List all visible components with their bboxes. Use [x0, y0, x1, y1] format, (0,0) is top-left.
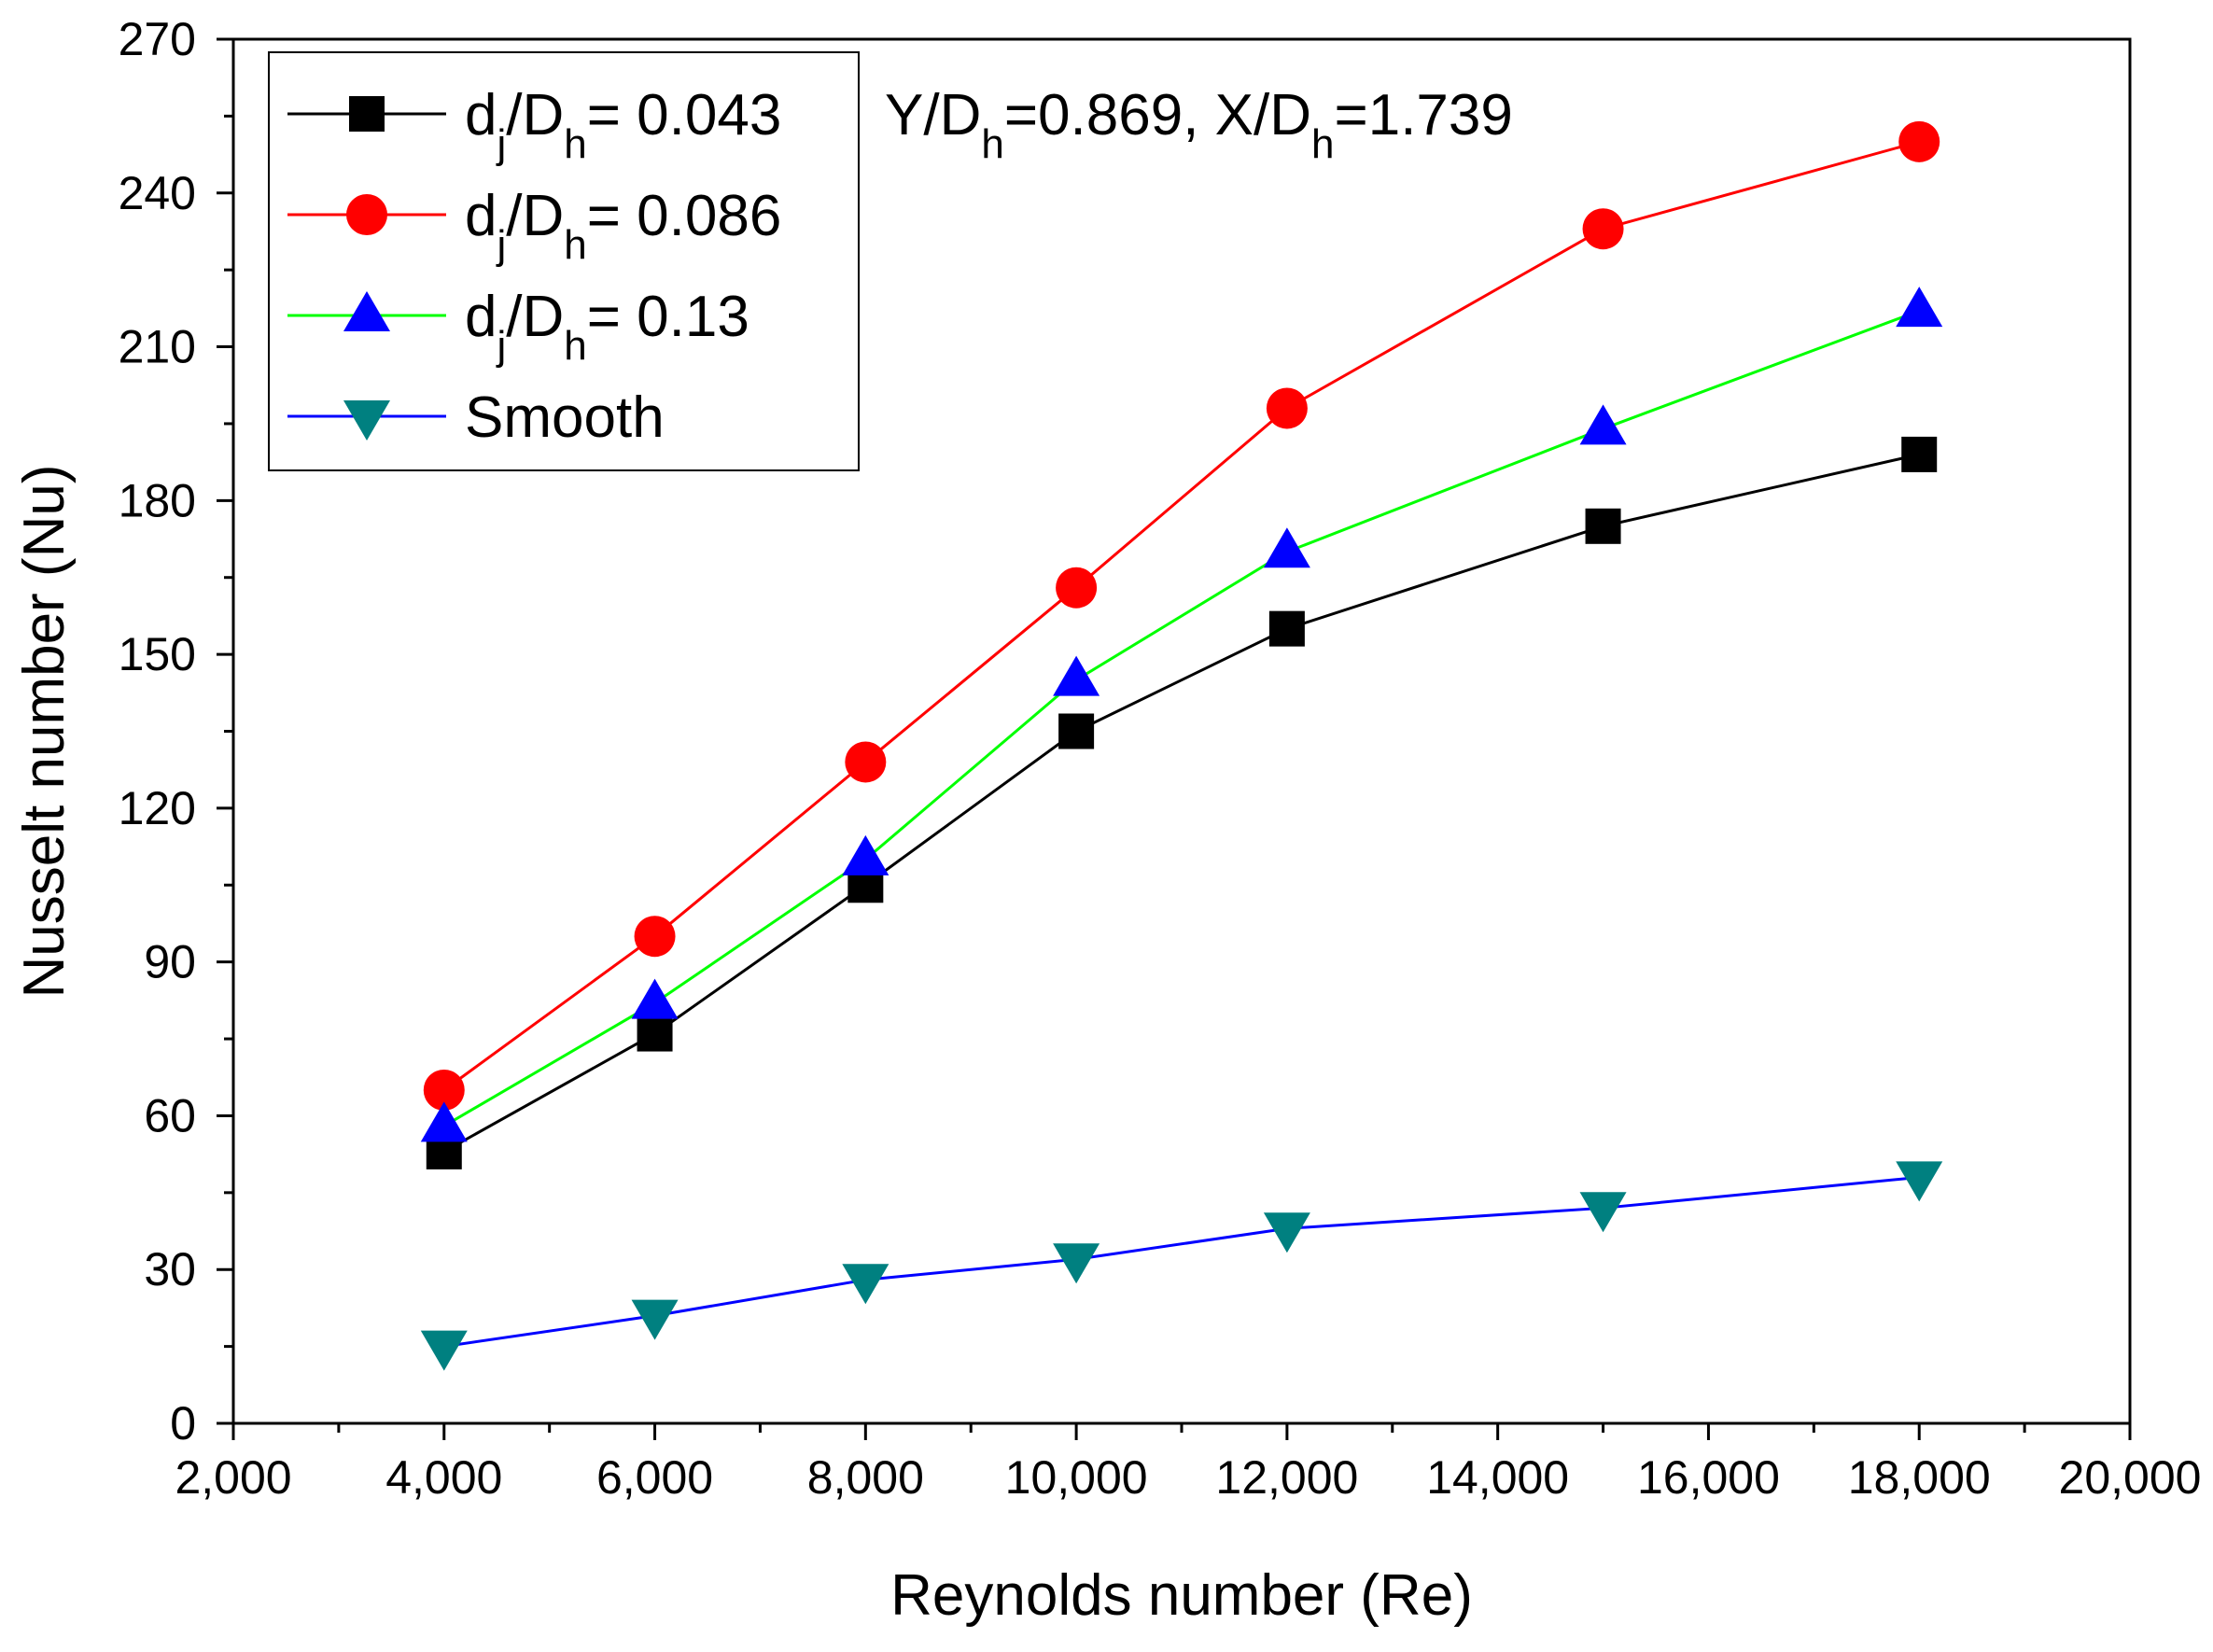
legend-marker: [343, 291, 390, 331]
x-tick-label: 14,000: [1426, 1451, 1569, 1504]
legend-marker: [343, 400, 390, 441]
series-layer: [420, 120, 1943, 1371]
series-dj-dh-0-13: [420, 287, 1943, 1142]
legend-label: dj/Dh= 0.086: [465, 184, 781, 268]
legend-item: Smooth: [287, 385, 665, 450]
data-point: [1263, 527, 1310, 568]
data-point: [1266, 387, 1308, 429]
data-point: [1585, 508, 1621, 544]
series-smooth: [420, 1161, 1943, 1371]
y-tick-label: 0: [170, 1397, 196, 1449]
y-tick-label: 240: [119, 167, 196, 219]
data-point: [1896, 1161, 1943, 1202]
y-tick-label: 270: [119, 13, 196, 65]
data-point: [1263, 1212, 1310, 1253]
y-tick-label: 120: [119, 782, 196, 834]
data-point: [842, 1264, 889, 1305]
data-point: [637, 1015, 673, 1052]
axes-layer: 2,000 4,000 6,000 8,000 10,000 12,000 14,000 16…: [119, 13, 2202, 1504]
data-point: [1053, 655, 1100, 696]
legend-label: dj/Dh= 0.13: [465, 285, 749, 369]
legend-label: Smooth: [465, 385, 665, 450]
data-point: [420, 1330, 468, 1371]
data-point: [845, 741, 887, 783]
y-tick-label: 30: [144, 1243, 196, 1295]
x-tick-label: 10,000: [1005, 1451, 1148, 1504]
y-tick-label: 60: [144, 1089, 196, 1141]
y-axis-title: Nusselt number (Nu): [12, 465, 77, 999]
x-tick-label: 18,000: [1848, 1451, 1991, 1504]
y-tick-label: 180: [119, 474, 196, 526]
data-point: [423, 1069, 465, 1111]
data-point: [1058, 713, 1095, 749]
x-axis-title: Reynolds number (Re): [890, 1563, 1473, 1628]
series-dj-dh-0-086: [423, 120, 1940, 1111]
data-point: [1896, 287, 1943, 328]
legend-item: dj/Dh= 0.13: [287, 285, 749, 369]
x-tick-label: 12,000: [1215, 1451, 1358, 1504]
data-point: [1901, 436, 1938, 472]
legend-item: dj/Dh= 0.086: [287, 184, 781, 268]
legend-marker: [346, 194, 387, 235]
y-tick-label: 210: [119, 321, 196, 373]
data-point: [1579, 404, 1627, 445]
data-point: [631, 1299, 679, 1340]
data-point: [631, 978, 679, 1019]
x-tick-label: 4,000: [385, 1451, 502, 1504]
x-tick-label: 6,000: [596, 1451, 713, 1504]
data-point: [1268, 610, 1305, 647]
data-point: [420, 1101, 468, 1142]
data-point: [1053, 1243, 1100, 1284]
legend-marker: [349, 96, 385, 132]
legend-item: dj/Dh= 0.043: [287, 83, 781, 167]
y-tick-label: 150: [119, 628, 196, 680]
x-tick-label: 2,000: [175, 1451, 291, 1504]
x-tick-label: 16,000: [1637, 1451, 1780, 1504]
x-tick-label: 20,000: [2059, 1451, 2202, 1504]
legend-label: dj/Dh= 0.043: [465, 83, 781, 167]
legend: dj/Dh= 0.043 dj/Dh= 0.086 dj/Dh= 0.13 Smoot…: [268, 51, 860, 471]
x-tick-label: 8,000: [807, 1451, 924, 1504]
y-tick-label: 90: [144, 936, 196, 988]
data-point: [1579, 1192, 1627, 1233]
data-point: [1898, 120, 1940, 162]
data-point: [842, 834, 889, 875]
data-point: [1582, 208, 1624, 250]
data-point: [634, 916, 676, 958]
data-point: [1056, 567, 1098, 609]
chart-annotation: Y/Dh=0.869, X/Dh=1.739: [885, 83, 1513, 167]
